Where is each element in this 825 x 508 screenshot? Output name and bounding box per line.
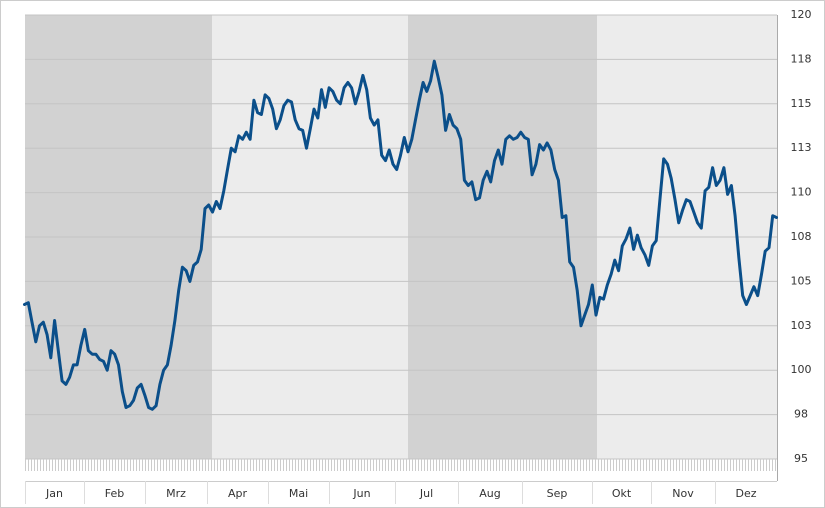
y-tick-label: 105: [791, 274, 812, 287]
y-tick-label: 113: [791, 141, 812, 154]
x-tick-label: Apr: [228, 487, 248, 500]
x-tick-label: Dez: [735, 487, 756, 500]
price-line: [23, 59, 778, 411]
y-tick-label: 98: [794, 408, 808, 421]
x-tick-label: Jun: [352, 487, 370, 500]
x-axis: Jan Feb Mrz Apr Mai Jun Jul Aug Sep Okt Nov Dez: [25, 459, 777, 504]
x-tick-label: Jul: [419, 487, 433, 500]
x-tick-label: Jan: [45, 487, 63, 500]
y-tick-label: 110: [791, 186, 812, 199]
x-tick-label: Okt: [612, 487, 632, 500]
x-tick-label: Nov: [672, 487, 694, 500]
y-tick-label: 108: [791, 230, 812, 243]
grid: 95 98 100 103 105 108 110 113 115 118 120: [25, 8, 812, 481]
x-tick-label: Feb: [105, 487, 124, 500]
y-tick-label: 103: [791, 319, 812, 332]
y-tick-label: 118: [791, 52, 812, 65]
x-tick-label: Mai: [289, 487, 308, 500]
plot: [23, 59, 778, 411]
y-tick-label: 120: [791, 8, 812, 21]
y-tick-label: 100: [791, 363, 812, 376]
y-tick-label: 115: [791, 97, 812, 110]
x-tick-label: Sep: [547, 487, 568, 500]
x-tick-label: Aug: [479, 487, 500, 500]
x-tick-label: Mrz: [166, 487, 186, 500]
y-tick-label: 95: [794, 452, 808, 465]
